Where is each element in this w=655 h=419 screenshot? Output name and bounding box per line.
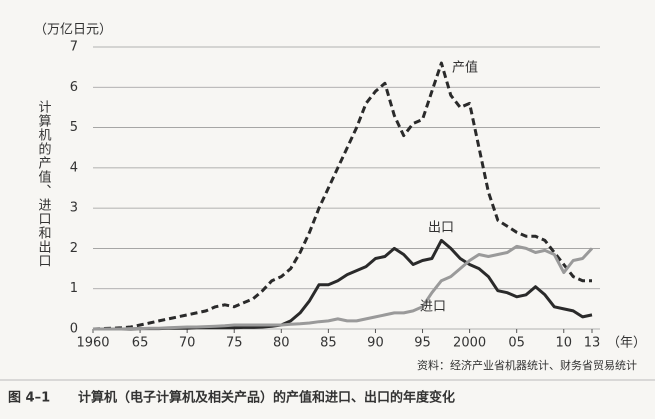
x-axis-label: （年）	[607, 336, 646, 351]
caption: 计算机（电子计算机及相关产品）的产值和进口、出口的年度变化	[78, 390, 455, 406]
series-label: 进口	[420, 300, 446, 315]
y-tick-label: 5	[70, 120, 78, 135]
x-tick-label: 70	[179, 336, 196, 351]
x-tick-label: 65	[132, 336, 149, 351]
y-tick-label: 6	[70, 80, 78, 95]
y-tick-label: 1	[70, 281, 78, 296]
x-tick-label: 10	[555, 336, 572, 351]
series-label: 出口	[428, 221, 454, 236]
y-tick-label: 4	[70, 160, 78, 175]
x-tick-label: 75	[226, 336, 243, 351]
x-tick-label: 95	[414, 336, 431, 351]
y-tick-label: 3	[70, 201, 78, 216]
series-label: 产值	[452, 60, 478, 76]
x-tick-label: 80	[273, 336, 290, 351]
x-tick-label: 85	[320, 336, 337, 351]
x-tick-label: 1960	[76, 336, 109, 351]
x-tick-label: 90	[367, 336, 384, 351]
y-axis-label: 计算机的产值、进口和出口	[36, 100, 52, 268]
series-line	[93, 244, 594, 331]
x-tick-label: 2000	[453, 336, 486, 351]
figure-number: 图 4–1	[8, 391, 50, 406]
unit-label: （万亿日元）	[34, 23, 112, 38]
source: 资料：经济产业省机器统计、财务省贸易统计	[417, 358, 637, 372]
y-tick-label: 0	[70, 322, 78, 337]
y-tick-label: 7	[70, 40, 78, 55]
series-line	[92, 61, 592, 331]
x-tick-label: 05	[508, 336, 525, 351]
x-tick-label: 13	[584, 336, 601, 351]
y-tick-label: 2	[70, 241, 78, 256]
